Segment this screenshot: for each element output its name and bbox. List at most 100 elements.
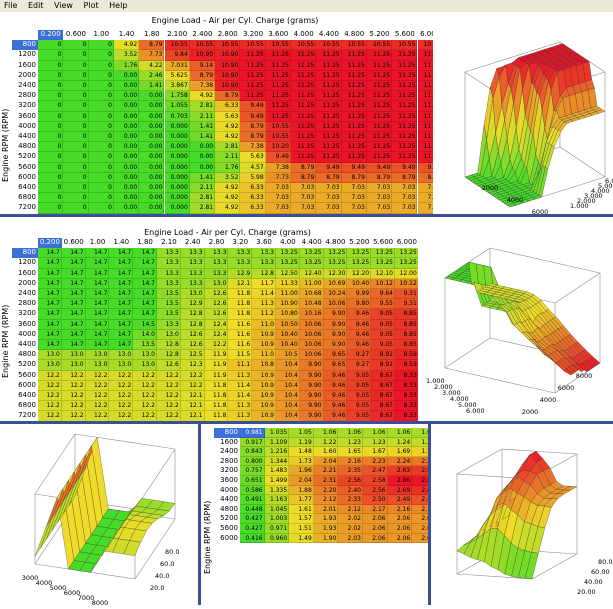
table-cell[interactable]: 13.0 — [133, 350, 157, 360]
table-cell[interactable]: 1.24 — [388, 438, 413, 448]
table-cell[interactable]: 9.64 — [371, 289, 395, 299]
table-cell[interactable]: 14.7 — [133, 248, 157, 258]
table-cell[interactable]: 13.3 — [157, 279, 181, 289]
table-cell[interactable]: 10.90 — [215, 81, 240, 91]
row-header[interactable]: 2800 — [12, 299, 38, 309]
table-cell[interactable]: 9.55 — [371, 299, 395, 309]
table-cell[interactable]: 8.33 — [395, 381, 418, 391]
table-cell[interactable]: 8.79 — [190, 71, 215, 81]
row-header[interactable]: 1200 — [12, 50, 38, 60]
menu-help[interactable]: Help — [105, 0, 131, 12]
column-header[interactable]: 4.800 — [342, 30, 367, 40]
table-cell[interactable]: 7.031 — [165, 61, 190, 71]
table-cell[interactable]: 11.25 — [316, 81, 341, 91]
table-cell[interactable]: 13.0 — [38, 360, 62, 370]
table-cell[interactable]: 13.25 — [324, 248, 348, 258]
table-cell[interactable]: 11.0 — [252, 320, 276, 330]
table-cell[interactable]: 14.7 — [133, 279, 157, 289]
table-cell[interactable]: 11.25 — [418, 112, 434, 122]
table-cell[interactable]: 2.06 — [363, 534, 388, 544]
row-header[interactable]: 1600 — [12, 269, 38, 279]
column-header[interactable]: 3.600 — [266, 30, 291, 40]
table-cell[interactable]: 2.35 — [338, 466, 363, 476]
table-cell[interactable]: 10.55 — [165, 40, 190, 50]
table-cell[interactable]: 2.16 — [412, 505, 428, 515]
table-cell[interactable]: 9.31 — [395, 299, 418, 309]
table-cell[interactable]: 1.76 — [114, 61, 139, 71]
table-cell[interactable]: 8.79 — [240, 122, 265, 132]
table-cell[interactable]: 11.25 — [342, 91, 367, 101]
table-cell[interactable]: 13.3 — [181, 248, 205, 258]
table-cell[interactable]: 11.25 — [291, 61, 316, 71]
table-cell[interactable]: 14.7 — [62, 279, 86, 289]
table-cell[interactable]: 9.46 — [347, 320, 371, 330]
table-cell[interactable]: 2.06 — [363, 524, 388, 534]
table-cell[interactable]: 0 — [38, 50, 63, 60]
table-cell[interactable]: 0.981 — [240, 428, 265, 438]
table-cell[interactable]: 0 — [89, 81, 114, 91]
table-cell[interactable]: 0 — [38, 183, 63, 193]
row-header[interactable]: 800 — [12, 40, 38, 50]
table-cell[interactable]: 9.90 — [300, 360, 324, 370]
table-cell[interactable]: 11.8 — [205, 401, 229, 411]
table-cell[interactable]: 0 — [63, 91, 88, 101]
table-cell[interactable]: 8.85 — [395, 330, 418, 340]
table-cell[interactable]: 13.0 — [86, 350, 110, 360]
table-cell[interactable]: 11.25 — [342, 81, 367, 91]
table-cell[interactable]: 0.000 — [165, 132, 190, 142]
table-cell[interactable]: 9.46 — [347, 330, 371, 340]
table-cell[interactable]: 0 — [89, 101, 114, 111]
table-cell[interactable]: 12.8 — [181, 309, 205, 319]
table-cell[interactable]: 2.16 — [388, 505, 413, 515]
table-cell[interactable]: 1.003 — [265, 514, 290, 524]
table-cell[interactable]: 13.0 — [109, 350, 133, 360]
table-cell[interactable]: 14.7 — [38, 340, 62, 350]
table-cell[interactable]: 9.49 — [240, 112, 265, 122]
table-cell[interactable]: 0.00 — [139, 112, 164, 122]
table-cell[interactable]: 14.7 — [38, 269, 62, 279]
table-cell[interactable]: 1.49 — [289, 534, 314, 544]
table-cell[interactable]: 10.50 — [276, 320, 300, 330]
table-cell[interactable]: 11.25 — [266, 71, 291, 81]
table-cell[interactable]: 1.96 — [289, 466, 314, 476]
table-cell[interactable]: 10.80 — [276, 309, 300, 319]
table-cell[interactable]: 0 — [38, 152, 63, 162]
table-cell[interactable]: 10.9 — [252, 340, 276, 350]
menu-view[interactable]: View — [50, 0, 77, 12]
table-cell[interactable]: 7.03 — [392, 203, 417, 213]
table-cell[interactable]: 0.651 — [240, 476, 265, 486]
table-cell[interactable]: 13.25 — [300, 258, 324, 268]
table-cell[interactable]: 11.25 — [392, 152, 417, 162]
table-cell[interactable]: 13.0 — [181, 289, 205, 299]
table-cell[interactable]: 7.03 — [367, 203, 392, 213]
table-cell[interactable]: 10.06 — [300, 340, 324, 350]
table-cell[interactable]: 1.23 — [363, 438, 388, 448]
table-cell[interactable]: 13.3 — [252, 248, 276, 258]
table-cell[interactable]: 0.00 — [139, 91, 164, 101]
table-cell[interactable]: 7.03 — [291, 193, 316, 203]
table-cell[interactable]: 10.55 — [266, 40, 291, 50]
table-cell[interactable]: 14.7 — [109, 248, 133, 258]
table-cell[interactable]: 13.0 — [109, 360, 133, 370]
table-cell[interactable]: 4.92 — [215, 132, 240, 142]
table-cell[interactable]: 9.80 — [347, 299, 371, 309]
table-cell[interactable]: 3.52 — [215, 173, 240, 183]
table-cell[interactable]: 12.1 — [228, 279, 252, 289]
column-header[interactable]: 1.00 — [89, 30, 114, 40]
table-cell[interactable]: 14.7 — [86, 269, 110, 279]
table-cell[interactable]: 9.46 — [347, 340, 371, 350]
table-cell[interactable]: 9.90 — [324, 320, 348, 330]
table-cell[interactable]: 11.25 — [240, 71, 265, 81]
table-cell[interactable]: 0.000 — [165, 203, 190, 213]
table-cell[interactable]: 4.92 — [114, 40, 139, 50]
table-cell[interactable]: 0.917 — [240, 438, 265, 448]
table-cell[interactable]: 12.40 — [300, 269, 324, 279]
table-cell[interactable]: 12.3 — [181, 360, 205, 370]
table-cell[interactable]: 8.33 — [395, 401, 418, 411]
table-cell[interactable]: 2.06 — [412, 534, 428, 544]
row-header[interactable]: 4400 — [214, 495, 240, 505]
table-cell[interactable]: 11.25 — [342, 71, 367, 81]
table-cell[interactable]: 12.10 — [371, 269, 395, 279]
table-cell[interactable]: 9.46 — [324, 391, 348, 401]
table-cell[interactable]: 8.79 — [139, 40, 164, 50]
